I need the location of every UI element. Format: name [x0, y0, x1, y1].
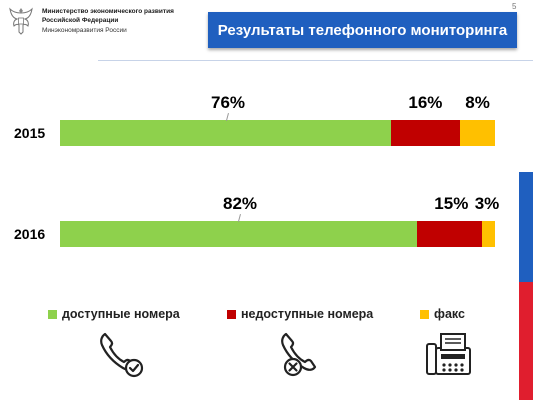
bar-segment-available [60, 120, 391, 146]
coat-of-arms-icon [9, 7, 33, 35]
flag-stripe-red [519, 282, 533, 400]
slide-header: Министерство экономического развития Рос… [0, 0, 533, 60]
legend-label-unavailable: недоступные номера [241, 307, 374, 321]
y-tick-label: 2016 [14, 226, 46, 242]
legend-swatch-unavailable [227, 309, 236, 319]
y-tick-label: 2015 [14, 125, 46, 141]
data-label-available: 82% [222, 194, 258, 213]
header-divider [98, 60, 533, 61]
phone-cross-icon [281, 332, 317, 377]
legend-swatch-fax [420, 309, 429, 319]
ministry-line-3: Минэкономразвития России [42, 27, 127, 34]
legend-label-available: доступные номера [62, 307, 180, 321]
bar-segment-unavailable [416, 221, 482, 247]
legend-item-fax: факс [420, 307, 465, 321]
legend-label-fax: факс [434, 307, 465, 321]
ministry-line-1: Министерство экономического развития [42, 8, 174, 15]
bar-segment-fax [481, 221, 495, 247]
ministry-name: Министерство экономического развития Рос… [42, 7, 174, 35]
slide-title-text: Результаты телефонного мониторинга [217, 21, 508, 39]
legend-item-available: доступные номера [48, 307, 180, 321]
legend-item-unavailable: недоступные номера [227, 307, 373, 321]
flag-stripe-blue [519, 172, 533, 282]
bar-segment-unavailable [390, 120, 461, 146]
bar-segment-available [60, 221, 417, 247]
phone-check-icon [100, 332, 144, 378]
slide-title: Результаты телефонного мониторинга [208, 12, 517, 48]
bar-segment-fax [460, 120, 495, 146]
data-label-unavailable: 16% [408, 93, 443, 112]
data-label-fax: 3% [474, 194, 500, 213]
fax-machine-icon [426, 333, 471, 375]
data-label-unavailable: 15% [434, 194, 469, 213]
ministry-line-2: Российской Федерации [42, 17, 119, 24]
data-label-available: 76% [210, 93, 246, 112]
legend-swatch-available [48, 309, 57, 319]
data-label-fax: 8% [465, 93, 490, 112]
page-number: 5 [512, 2, 517, 11]
